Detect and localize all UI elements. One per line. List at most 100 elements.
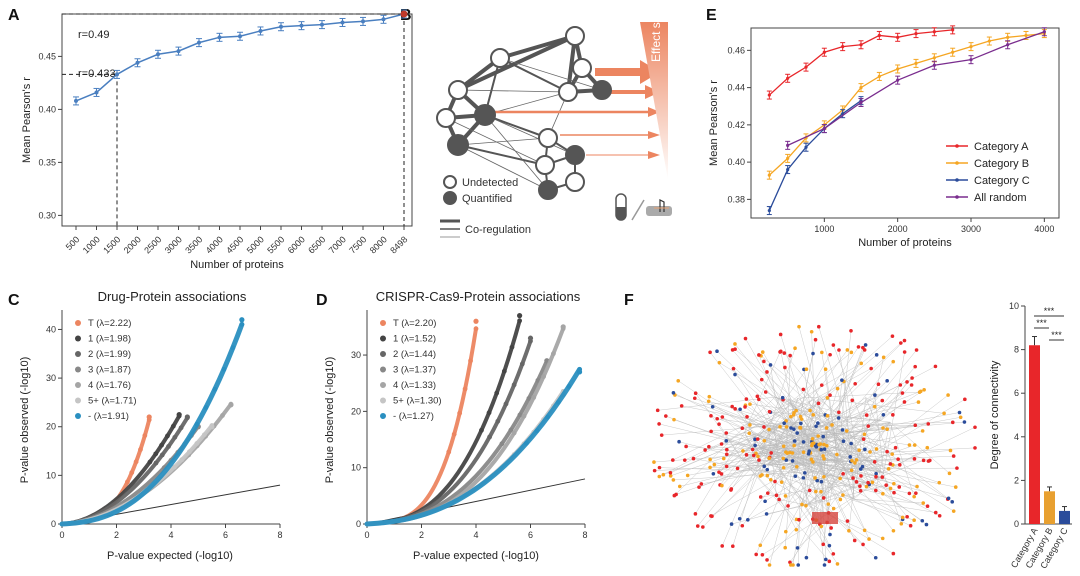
c-legend-label: 4 (λ=1.76)	[88, 380, 131, 391]
chart-e-point	[786, 76, 790, 80]
chart-e-point	[896, 35, 900, 39]
network-edge	[874, 395, 884, 474]
chart-a-xtick-label: 3000	[163, 234, 184, 255]
d-xtick-label: 8	[582, 530, 587, 540]
network-node	[900, 391, 905, 395]
network-node	[890, 452, 895, 456]
network-node	[743, 336, 748, 341]
network-node	[783, 494, 788, 498]
chart-f-ylabel: Degree of connectivity	[989, 360, 1001, 469]
network-node	[828, 532, 832, 537]
chart-e-point	[859, 100, 863, 105]
network-node	[692, 396, 697, 401]
network-node	[725, 447, 729, 452]
chart-a-xtick-label: 1500	[101, 234, 122, 255]
network-edge	[833, 380, 843, 462]
c-series-point	[194, 441, 200, 446]
d-legend-label: 2 (λ=1.44)	[393, 349, 436, 360]
network-node	[963, 397, 967, 402]
network-edge	[784, 469, 792, 548]
network-edge	[765, 391, 852, 438]
network-edge	[721, 424, 781, 486]
network-node	[819, 479, 824, 484]
network-edge	[881, 471, 956, 488]
network-node	[743, 405, 747, 409]
c-legend-label: 5+ (λ=1.71)	[88, 396, 137, 407]
chart-a-xtick-label: 6500	[306, 234, 327, 255]
chart-f-sig-label: ***	[1036, 318, 1047, 328]
c-series-point	[172, 434, 178, 440]
chart-e-point	[859, 43, 863, 47]
network-node	[794, 527, 799, 532]
network-node	[837, 348, 841, 352]
chart-e-legend-label: All random	[974, 192, 1027, 204]
chart-e-line-3	[787, 31, 1045, 146]
network-node	[763, 390, 768, 394]
network-node	[836, 416, 841, 420]
network-node	[750, 447, 755, 452]
network-node	[809, 457, 814, 462]
network-node	[958, 415, 963, 420]
network-edge	[798, 326, 819, 399]
chart-e-point	[932, 56, 936, 60]
network-node	[913, 364, 917, 369]
network-node	[811, 351, 815, 356]
network-edge	[716, 351, 808, 437]
network-node	[798, 426, 803, 430]
network-edge	[785, 429, 842, 532]
network-node	[892, 490, 896, 495]
network-node	[854, 458, 859, 462]
c-ytick-label: 0	[51, 519, 56, 529]
chart-a-xtick-label: 7000	[327, 234, 348, 255]
network-edge	[850, 436, 948, 500]
network-node	[828, 393, 832, 397]
network-edge	[760, 355, 815, 400]
network-edge	[881, 401, 905, 421]
network-node	[946, 393, 950, 397]
network-node	[807, 449, 812, 453]
d-series-point	[531, 394, 537, 400]
network-node	[777, 497, 781, 502]
network-node	[801, 440, 806, 444]
network-edge	[807, 340, 905, 437]
chart-e-legend-marker	[955, 178, 959, 182]
network-node	[933, 510, 938, 515]
network-node	[792, 439, 797, 443]
d-legend-label: - (λ=1.27)	[393, 411, 434, 422]
chart-a-point	[238, 34, 242, 39]
network-node	[664, 414, 668, 418]
network-node	[924, 522, 929, 527]
network-node	[852, 538, 857, 543]
network-node	[803, 471, 807, 475]
chart-a-frame	[61, 13, 413, 227]
network-edge	[717, 418, 778, 428]
network-node	[863, 343, 868, 347]
network-edge	[701, 454, 858, 485]
c-series-point	[166, 443, 171, 449]
network-node	[866, 480, 870, 485]
network-node	[657, 474, 662, 479]
network-node	[778, 425, 782, 429]
c-series-point	[179, 457, 185, 463]
d-series-point	[479, 427, 484, 433]
network-edge	[854, 499, 924, 504]
chart-a-xtick-label: 6000	[286, 234, 307, 255]
chart-a-ytick-label: 0.40	[38, 104, 56, 114]
chart-a-xtick-label: 5500	[265, 234, 286, 255]
network-node	[920, 429, 925, 433]
network-node	[758, 495, 763, 499]
chart-a-point	[340, 20, 345, 25]
network-node	[708, 457, 712, 462]
network-node	[962, 420, 967, 424]
network-node	[794, 464, 799, 469]
network-node	[719, 472, 724, 476]
panel-label-a: A	[8, 7, 20, 24]
d-series-point	[545, 414, 551, 420]
chart-a-point	[197, 40, 201, 45]
network-node	[819, 447, 824, 452]
network-node	[671, 391, 676, 395]
network-edge	[697, 427, 778, 527]
network-edge	[726, 425, 774, 455]
c-series-outlier	[146, 414, 152, 420]
network-node	[709, 429, 713, 434]
